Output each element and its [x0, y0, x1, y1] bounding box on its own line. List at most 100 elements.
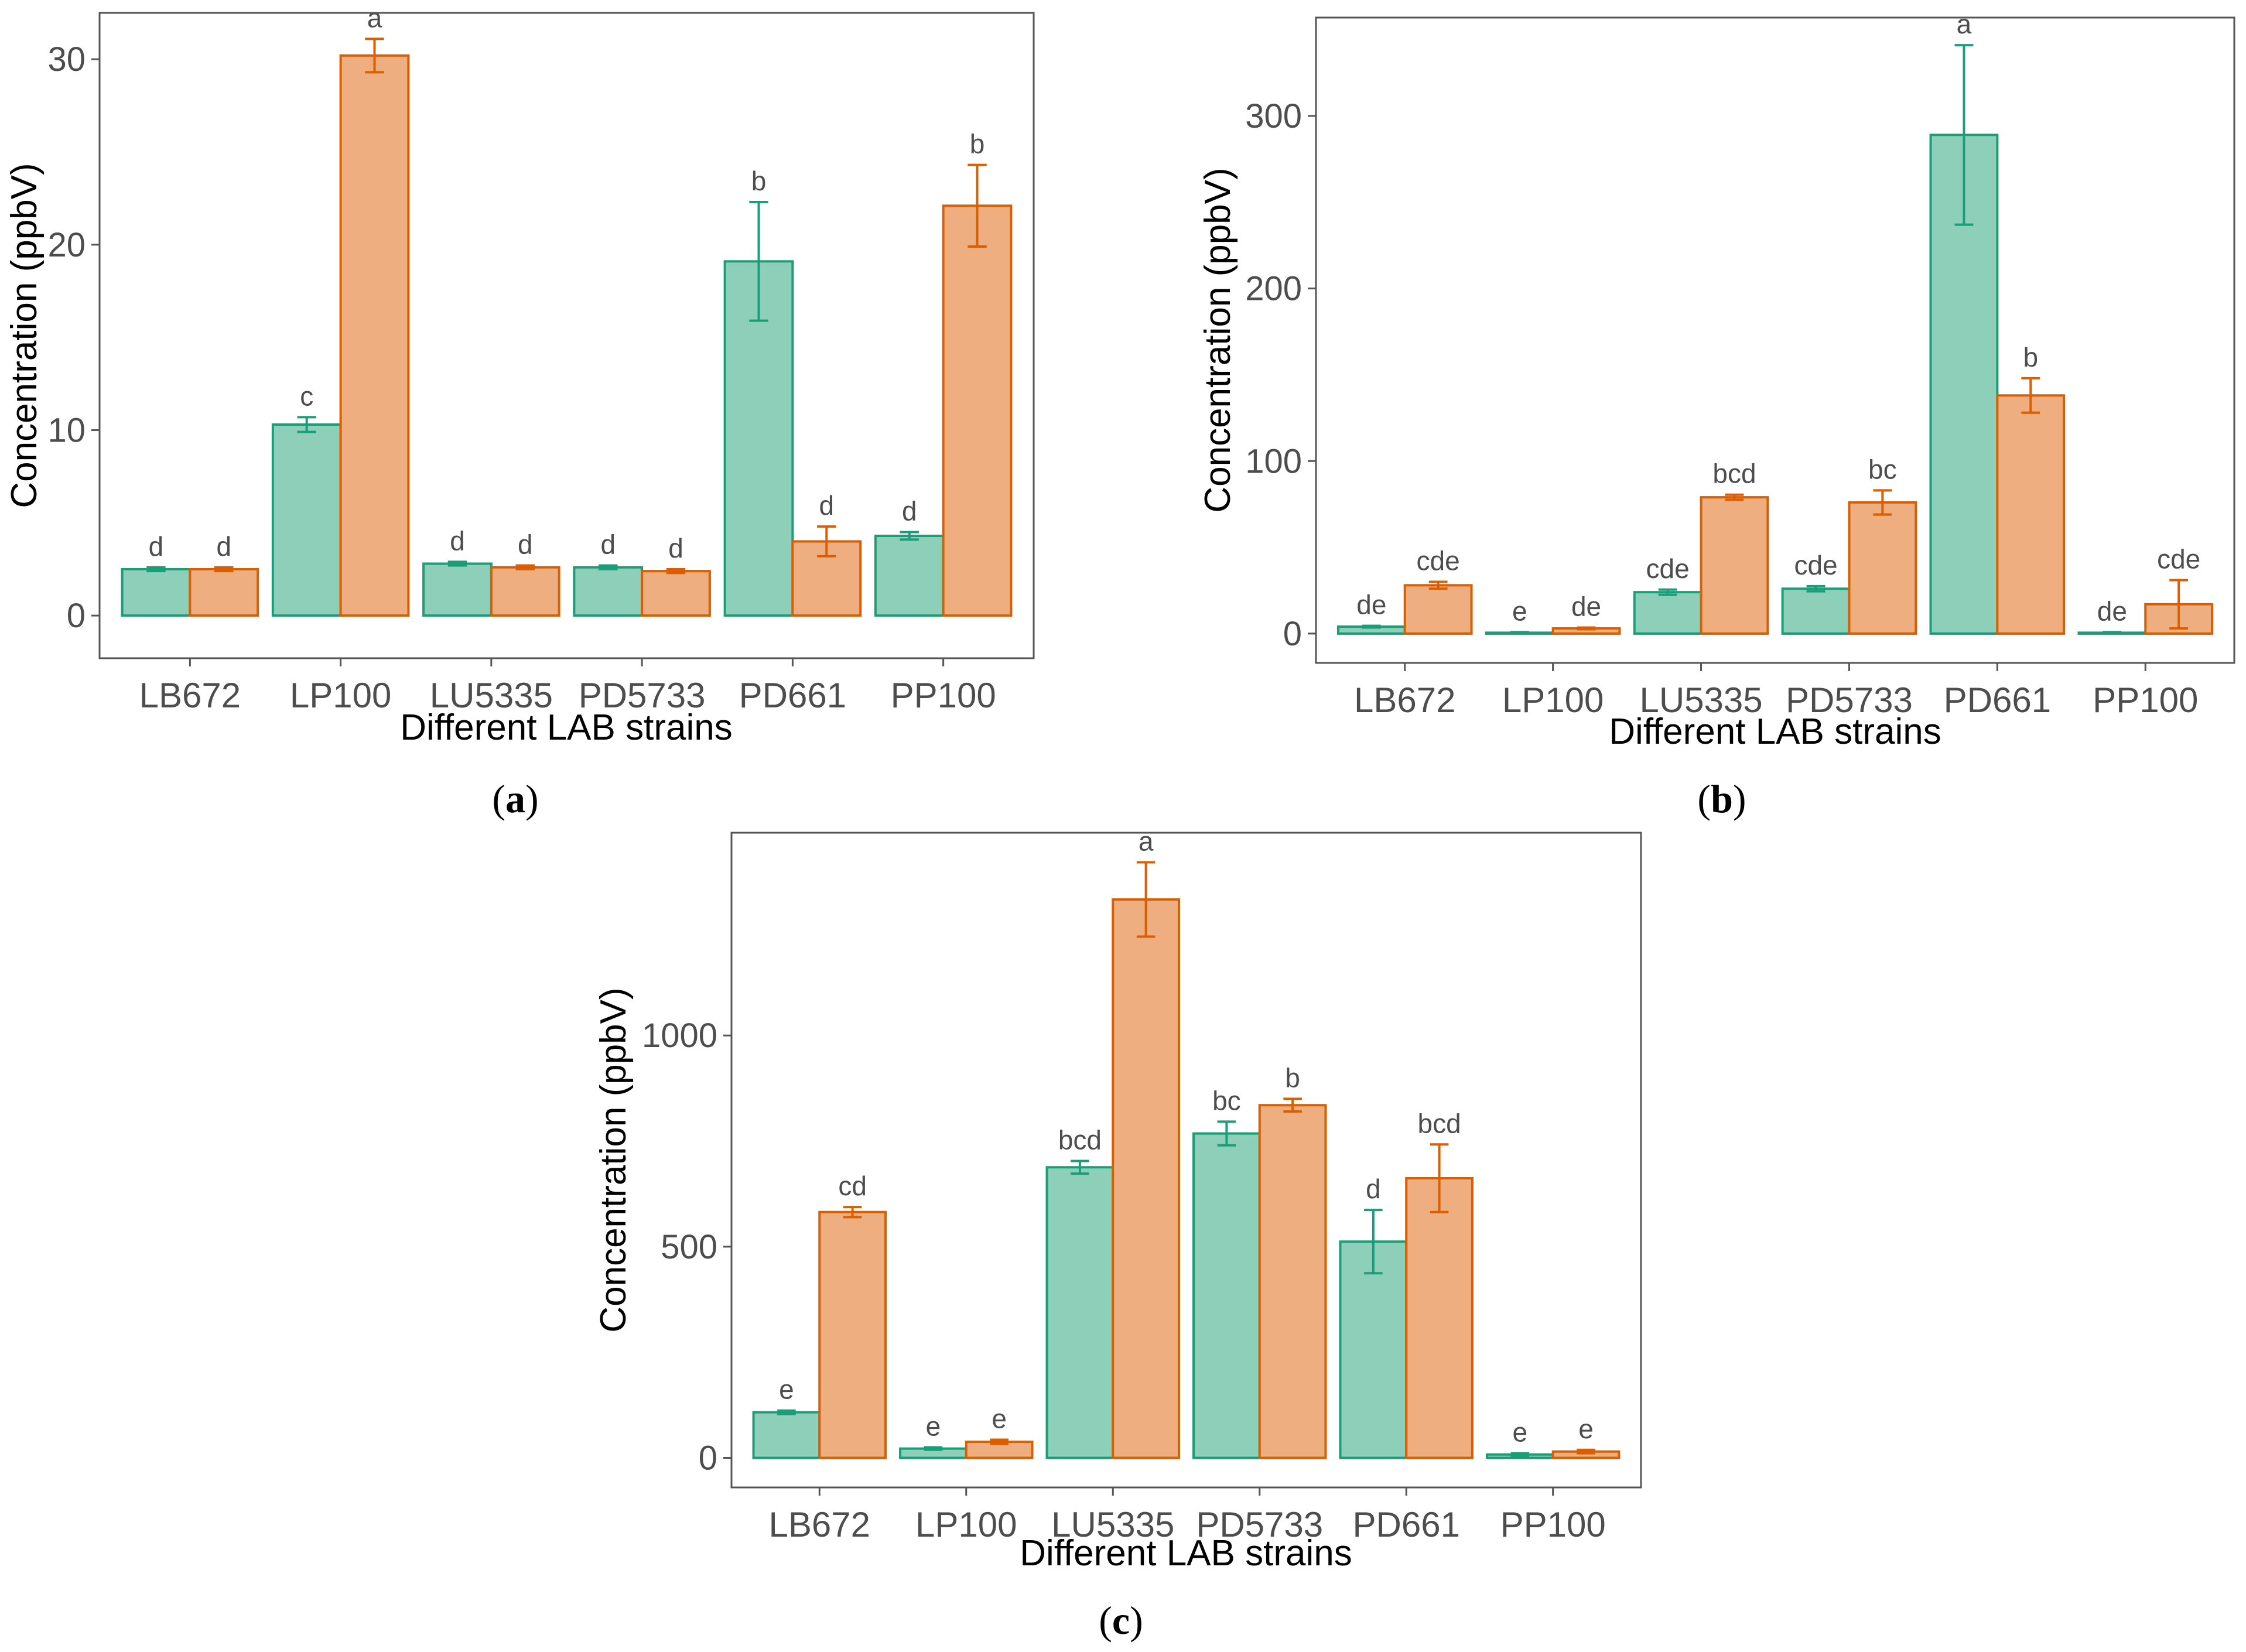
panel-c-significance-letter: e [926, 1411, 941, 1441]
panel-a-bar [271, 423, 342, 617]
panel-a-significance-letter: d [216, 531, 231, 562]
panel-a-error-bar [515, 564, 535, 570]
panel-a-bar [339, 54, 410, 617]
panel-a-bar [422, 562, 493, 617]
panel-b-significance-letter: cde [2157, 544, 2200, 574]
panel-c-significance-letter: cd [838, 1171, 867, 1201]
panel-b-x-tick-label: LU5335 [1639, 680, 1762, 720]
panel-a-significance-letter: b [970, 129, 985, 159]
panel-b-error-bar [1873, 489, 1892, 516]
panel-c-significance-letter: e [992, 1403, 1007, 1434]
panel-a-error-bar [666, 568, 686, 574]
panel-c-error-bar [843, 1206, 862, 1219]
panel-b-error-bar [1428, 580, 1448, 590]
panel-b-error-bar [2169, 579, 2189, 630]
panel-c-error-bar [1136, 861, 1156, 938]
panel-b-error-bar [1362, 624, 1381, 629]
panel-a-y-tick-label: 0 [67, 597, 86, 635]
panel-a-y-tick-label: 20 [47, 226, 86, 264]
panel-a-significance-letter: c [300, 381, 313, 411]
panel-c-x-tick-label: PD661 [1352, 1505, 1459, 1544]
panel-b-y-tick-label: 0 [1283, 615, 1302, 653]
panel-c-significance-letter: a [1139, 826, 1154, 856]
panel-a-y-tick-label: 30 [47, 40, 86, 78]
panel-c-error-bar [1510, 1452, 1530, 1457]
panel-a-error-bar [900, 531, 919, 541]
panel-a-significance-letter: d [668, 533, 683, 563]
panel-a-marks: 0 10 20 30 LB672 d d LP100 c a LU5335 d d PD5733 d d PD6… [47, 2, 1013, 715]
panel-c-error-bar [777, 1409, 796, 1415]
panel-b-y-axis-label: Concentration (ppbV) [1198, 167, 1238, 512]
panel-b-significance-letter: de [2097, 596, 2127, 627]
panel-a-error-bar [817, 525, 836, 557]
panel-a-error-bar [297, 416, 316, 433]
panel-c-y-tick-label: 500 [661, 1228, 717, 1266]
panel-a-error-bar [968, 163, 987, 248]
panel-a-x-tick-label: PD5733 [579, 676, 706, 715]
panel-a: 0 10 20 30 LB672 d d LP100 c a LU5335 d d PD5733 d d PD6… [4, 2, 1035, 821]
panel-a-significance-letter: b [751, 166, 767, 196]
panel-b-bar [1403, 584, 1473, 635]
panel-c-bar [1045, 1166, 1115, 1459]
panel-b-significance-letter: de [1356, 590, 1386, 620]
panel-c-bar [965, 1441, 1034, 1459]
panel-c-significance-letter: bc [1212, 1085, 1241, 1116]
panel-a-x-tick-label: PP100 [891, 676, 996, 715]
panel-b-y-tick-label: 300 [1245, 97, 1302, 135]
panel-c-bar [818, 1210, 887, 1459]
panel-c-error-bar [1430, 1143, 1449, 1213]
panel-c-caption: (c) [1099, 1598, 1143, 1643]
panel-a-bar [121, 568, 192, 617]
panel-a-significance-letter: d [149, 531, 164, 562]
panel-b-significance-letter: bc [1868, 454, 1897, 484]
panel-b-significance-letter: cde [1646, 553, 1690, 584]
panel-b-bar [1633, 591, 1703, 635]
panel-a-bar [942, 204, 1013, 617]
panel-c-significance-letter: b [1285, 1062, 1300, 1093]
panel-c-error-bar [1071, 1160, 1089, 1175]
panel-c-x-tick-label: PP100 [1500, 1505, 1606, 1544]
panel-a-bar [641, 570, 711, 617]
panel-a-bar [189, 568, 259, 617]
panel-c-bar [1112, 898, 1180, 1459]
panel-c-x-axis-label: Different LAB strains [1020, 1533, 1352, 1574]
panel-b-significance-letter: de [1571, 591, 1601, 622]
panel-c-error-bar [924, 1446, 943, 1451]
panel-c-significance-letter: e [1578, 1414, 1594, 1444]
panel-c-bar [752, 1411, 821, 1459]
panel-c-y-tick-label: 1000 [642, 1017, 717, 1055]
panel-c-significance-letter: d [1366, 1174, 1381, 1204]
panel-b-bar [1700, 496, 1769, 635]
panel-b-x-axis-label: Different LAB strains [1609, 712, 1941, 752]
panel-c-x-tick-label: PD5733 [1196, 1505, 1323, 1544]
panel-b-error-bar [1806, 584, 1825, 593]
panel-c-significance-letter: e [779, 1374, 794, 1405]
panel-b-x-tick-label: PD5733 [1786, 680, 1913, 720]
panel-b-x-tick-label: PD661 [1944, 680, 2051, 720]
panel-c-frame [730, 832, 1642, 1489]
panel-c-y-axis-label: Concentration (ppbV) [593, 987, 634, 1332]
panel-b-significance-letter: cde [1417, 546, 1460, 576]
panel-c-significance-letter: e [1513, 1417, 1528, 1448]
panel-c-bar [1192, 1132, 1261, 1459]
panel-b-x-tick-label: PP100 [2093, 680, 2198, 720]
panel-a-significance-letter: d [518, 529, 533, 560]
panel-c-error-bar [1364, 1209, 1383, 1275]
panel-b-bar [1848, 501, 1917, 635]
panel-c-error-bar [990, 1438, 1009, 1445]
panel-a-error-bar [749, 201, 768, 322]
panel-a-y-tick-label: 10 [47, 412, 86, 450]
panel-b-significance-letter: cde [1794, 550, 1837, 580]
panel-a-x-tick-label: LB672 [139, 676, 241, 715]
panel-a-x-tick-label: LP100 [290, 676, 392, 715]
panel-c-x-tick-label: LP100 [915, 1505, 1017, 1544]
panel-a-error-bar [146, 566, 166, 573]
panel-b-bar [1781, 587, 1851, 635]
panel-a-y-axis-label: Concentration (ppbV) [4, 163, 45, 508]
panel-a-caption: (a) [492, 777, 538, 821]
panel-a-x-tick-label: LU5335 [430, 676, 553, 715]
